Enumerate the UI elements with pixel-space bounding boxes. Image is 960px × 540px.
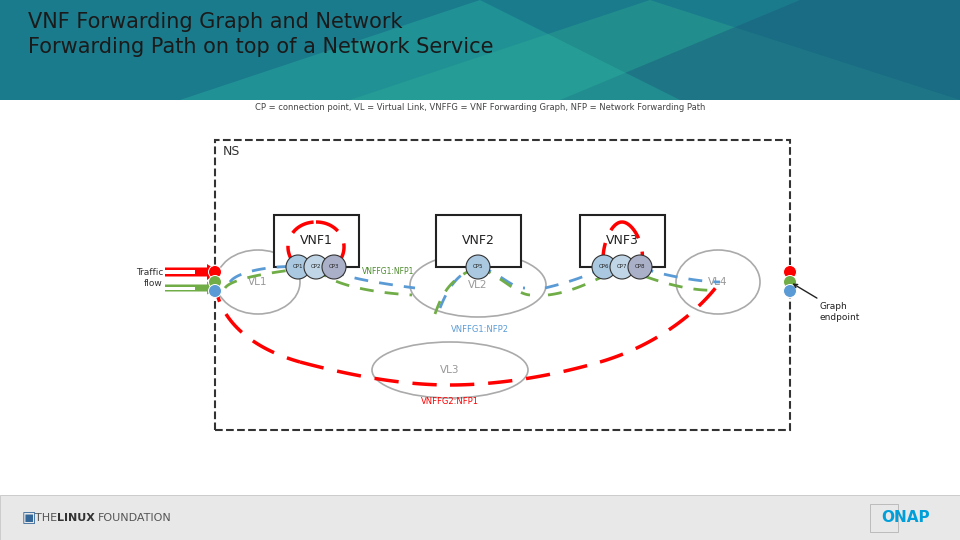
Circle shape xyxy=(304,255,328,279)
Polygon shape xyxy=(560,0,960,100)
Text: ▣: ▣ xyxy=(22,510,36,525)
Polygon shape xyxy=(180,0,680,100)
Bar xyxy=(274,215,359,267)
Text: VNFFG2:NFP1: VNFFG2:NFP1 xyxy=(421,397,479,406)
Text: VNF3: VNF3 xyxy=(606,234,638,247)
Circle shape xyxy=(592,255,616,279)
Text: CP7: CP7 xyxy=(616,265,627,269)
Text: Graph
endpoint: Graph endpoint xyxy=(794,284,860,322)
Circle shape xyxy=(466,255,490,279)
Circle shape xyxy=(783,266,797,279)
Text: CP = connection point, VL = Virtual Link, VNFFG = VNF Forwarding Graph, NFP = Ne: CP = connection point, VL = Virtual Link… xyxy=(254,103,706,112)
Text: THE: THE xyxy=(35,513,58,523)
Polygon shape xyxy=(350,0,960,100)
Bar xyxy=(436,215,521,267)
Text: CP1: CP1 xyxy=(293,265,303,269)
Text: Traffic
flow: Traffic flow xyxy=(135,268,163,288)
Text: FOUNDATION: FOUNDATION xyxy=(98,513,172,523)
Circle shape xyxy=(286,255,310,279)
FancyArrow shape xyxy=(165,281,219,294)
Circle shape xyxy=(783,275,797,288)
Bar xyxy=(870,504,898,532)
Text: CP6: CP6 xyxy=(599,265,610,269)
Text: CP8: CP8 xyxy=(635,265,645,269)
FancyArrow shape xyxy=(165,287,195,289)
Circle shape xyxy=(610,255,634,279)
Bar xyxy=(0,495,960,540)
Circle shape xyxy=(208,285,222,298)
Circle shape xyxy=(322,255,346,279)
FancyArrow shape xyxy=(165,264,219,280)
Text: VNFFG1:NFP2: VNFFG1:NFP2 xyxy=(451,325,509,334)
Bar xyxy=(215,140,790,430)
Text: VL2: VL2 xyxy=(468,280,488,290)
Text: CP3: CP3 xyxy=(328,265,339,269)
Text: VNF1: VNF1 xyxy=(300,234,332,247)
Bar xyxy=(580,215,665,267)
Text: VNF2: VNF2 xyxy=(462,234,494,247)
Text: NS: NS xyxy=(223,145,240,158)
Text: ONAP: ONAP xyxy=(881,510,930,525)
Text: VL1: VL1 xyxy=(249,277,268,287)
Text: CP2: CP2 xyxy=(311,265,322,269)
Text: VL4: VL4 xyxy=(708,277,728,287)
Circle shape xyxy=(208,266,222,279)
Circle shape xyxy=(783,285,797,298)
Text: LINUX: LINUX xyxy=(57,513,95,523)
FancyArrow shape xyxy=(165,270,195,274)
Text: VNF Forwarding Graph and Network
Forwarding Path on top of a Network Service: VNF Forwarding Graph and Network Forward… xyxy=(28,12,493,57)
Circle shape xyxy=(628,255,652,279)
Text: CP5: CP5 xyxy=(472,265,483,269)
Text: VL3: VL3 xyxy=(441,365,460,375)
Text: VNFFG1:NFP1: VNFFG1:NFP1 xyxy=(362,267,414,276)
Circle shape xyxy=(208,275,222,288)
Bar xyxy=(0,0,960,100)
